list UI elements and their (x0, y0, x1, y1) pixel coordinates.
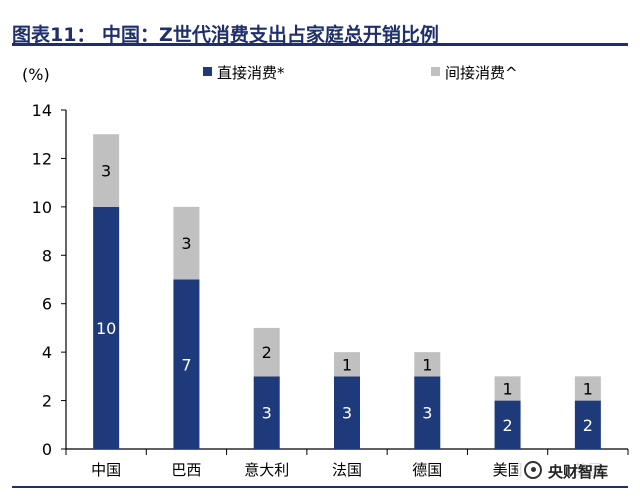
bar-indirect (574, 376, 601, 401)
y-tick-label: 2 (42, 392, 52, 411)
bar-direct (93, 206, 120, 449)
data-label-indirect: 1 (583, 379, 593, 398)
bar-indirect (414, 352, 441, 377)
y-tick-label: 10 (32, 198, 52, 217)
x-tick-label: 德国 (412, 461, 442, 479)
data-label-direct: 7 (181, 355, 191, 374)
bar-indirect (93, 134, 120, 207)
x-tick-label: 意大利 (244, 461, 289, 479)
y-tick-label: 12 (32, 149, 52, 168)
wechat-icon (524, 461, 542, 479)
legend-label-indirect: 间接消费^ (445, 64, 518, 82)
data-label-indirect: 2 (262, 343, 272, 362)
legend-swatch-indirect (431, 67, 440, 76)
bar-direct (253, 376, 280, 449)
y-tick-label: 0 (42, 440, 52, 459)
watermark: 央财智库 (518, 458, 636, 484)
data-label-direct: 3 (262, 404, 272, 423)
y-tick-label: 4 (42, 343, 52, 362)
watermark-text: 央财智库 (548, 463, 609, 481)
bar-direct (173, 279, 200, 449)
data-label-indirect: 1 (502, 379, 512, 398)
x-tick-label: 中国 (91, 461, 121, 479)
x-tick-label: 美国 (493, 461, 523, 479)
data-label-direct: 10 (96, 319, 116, 338)
legend-swatch-direct (203, 67, 212, 76)
bottom-rule (12, 486, 628, 488)
x-tick-label: 法国 (332, 461, 362, 479)
y-tick-label: 14 (32, 101, 52, 120)
title-bar: 图表11： 中国：Z世代消费支出占家庭总开销比例 (12, 14, 628, 46)
y-tick-label: 6 (42, 295, 52, 314)
data-label-indirect: 3 (101, 162, 111, 181)
bar-indirect (253, 327, 280, 377)
bar-direct (574, 400, 601, 449)
data-label-indirect: 1 (342, 355, 352, 374)
bar-direct (494, 400, 521, 449)
data-label-indirect: 3 (181, 234, 191, 253)
bar-direct (334, 376, 360, 449)
data-label-direct: 2 (502, 416, 512, 435)
x-tick-label: 巴西 (171, 461, 201, 479)
bar-direct (414, 376, 441, 449)
data-label-direct: 3 (422, 404, 432, 423)
data-label-direct: 3 (342, 404, 352, 423)
data-label-direct: 2 (583, 416, 593, 435)
legend-label-direct: 直接消费* (217, 64, 285, 82)
y-tick-label: 8 (42, 246, 52, 265)
bar-indirect (334, 352, 360, 377)
data-label-indirect: 1 (422, 355, 432, 374)
chart-title: 图表11： 中国：Z世代消费支出占家庭总开销比例 (12, 24, 439, 46)
y-axis-unit-label: (%) (22, 65, 50, 84)
bar-indirect (173, 206, 200, 280)
bar-indirect (494, 376, 521, 401)
